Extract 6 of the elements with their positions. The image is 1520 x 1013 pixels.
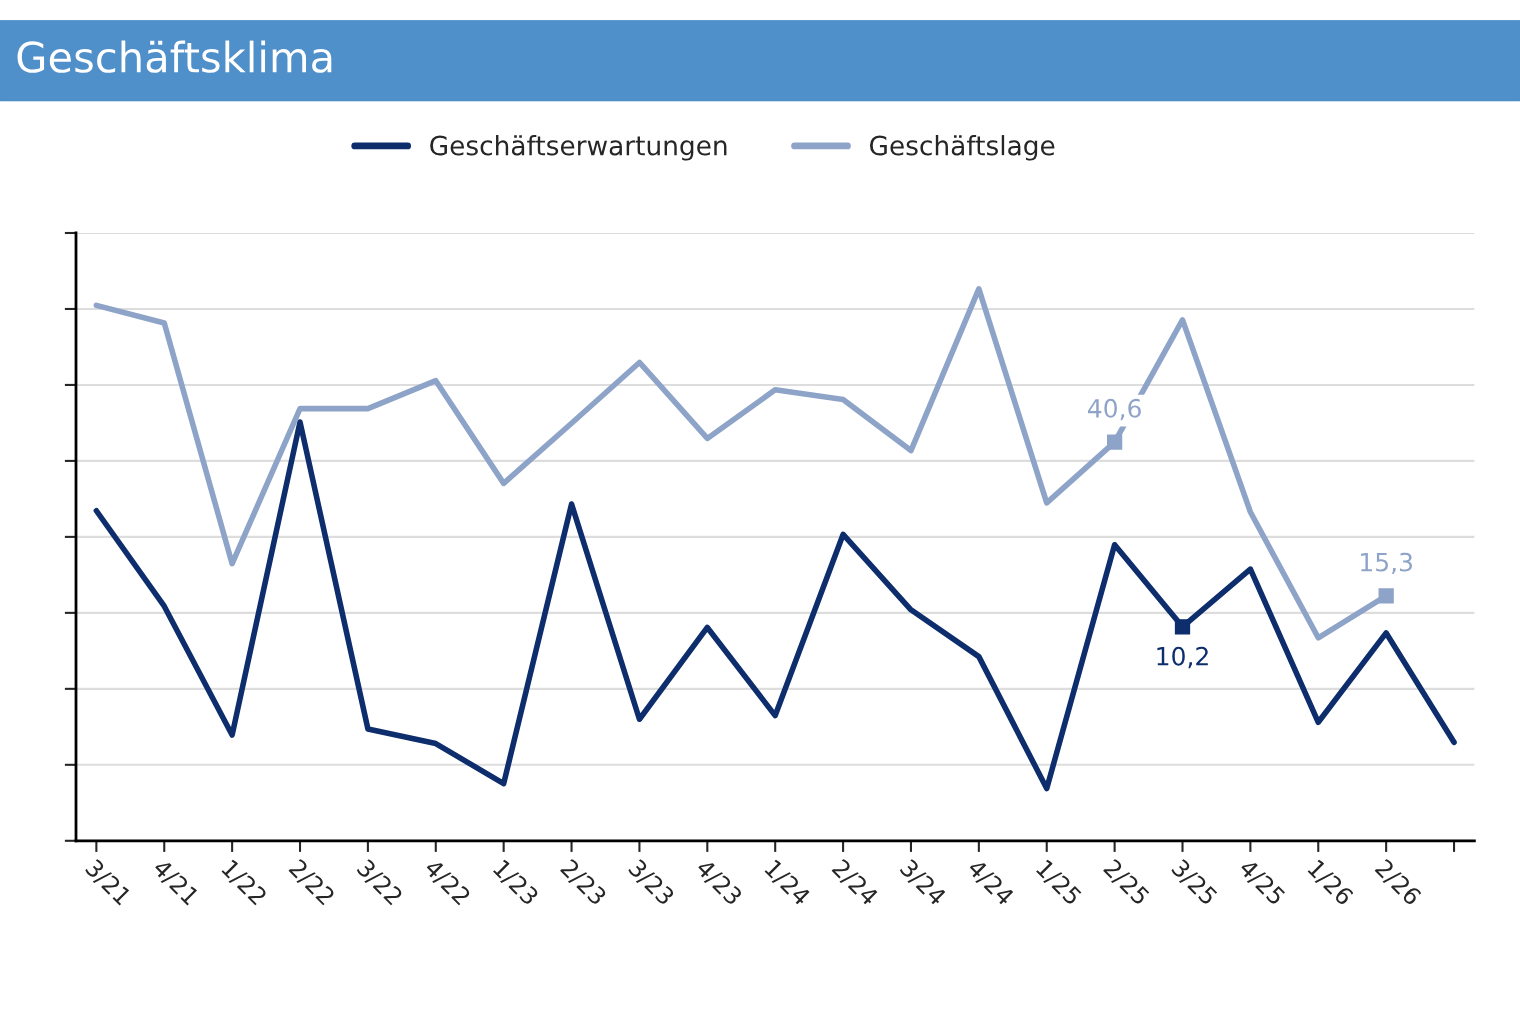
data-label: 10,2 [1157,646,1208,669]
legend-label: Geschäftslage [869,135,1055,161]
legend-label: Geschäftserwartungen [430,135,727,161]
data-label: 15,3 [1361,552,1412,575]
chart-title: Geschäftsklima [17,40,332,73]
data-label: 40,6 [1088,398,1141,421]
